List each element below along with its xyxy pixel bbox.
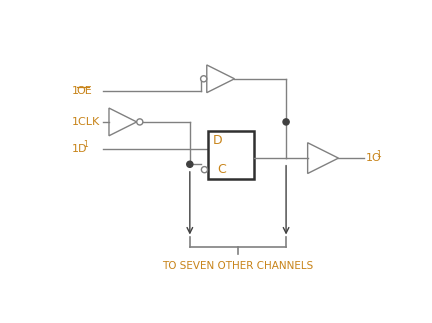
Text: 1O: 1O xyxy=(365,153,381,163)
Text: 1: 1 xyxy=(83,140,88,149)
Text: 1: 1 xyxy=(376,150,381,159)
Text: OE: OE xyxy=(76,86,92,96)
Circle shape xyxy=(200,76,207,82)
Circle shape xyxy=(283,119,289,125)
Text: TO SEVEN OTHER CHANNELS: TO SEVEN OTHER CHANNELS xyxy=(162,261,314,271)
Circle shape xyxy=(137,119,143,125)
Circle shape xyxy=(187,161,193,167)
Polygon shape xyxy=(207,131,254,179)
Text: D: D xyxy=(213,134,222,147)
Text: 1: 1 xyxy=(72,86,79,96)
Text: C: C xyxy=(218,163,226,176)
Circle shape xyxy=(201,167,207,173)
Text: 1CLK: 1CLK xyxy=(72,117,100,127)
Text: 1D: 1D xyxy=(72,144,88,154)
